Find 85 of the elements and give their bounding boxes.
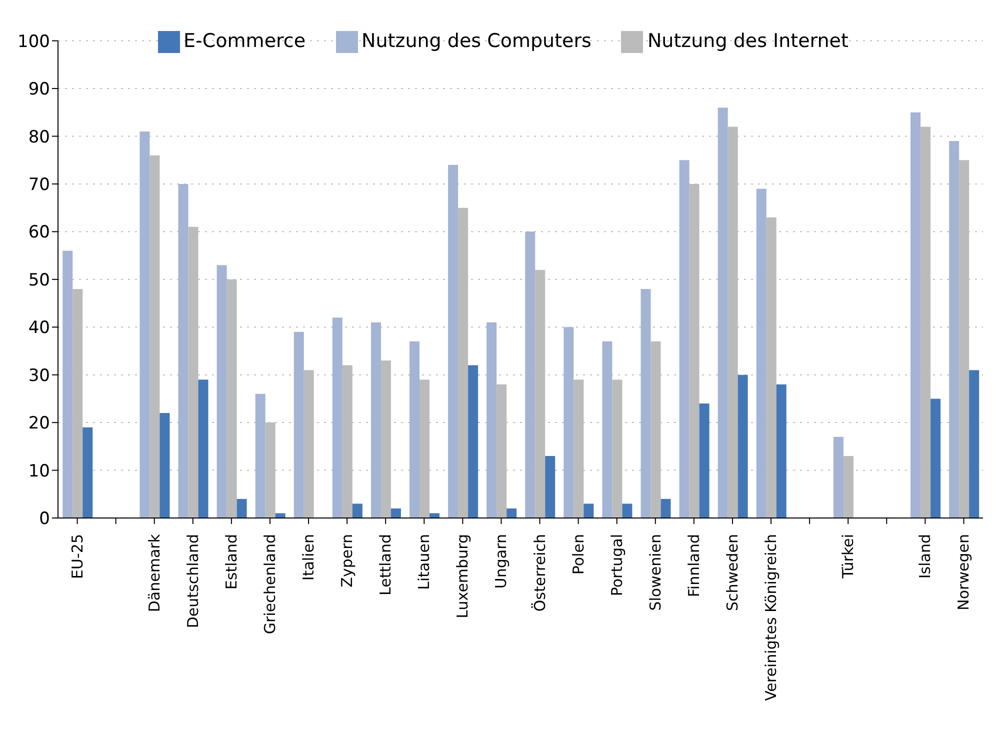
x-tick-label: EU-25 bbox=[68, 534, 86, 579]
bar bbox=[718, 108, 728, 518]
bar bbox=[390, 508, 401, 518]
bar bbox=[660, 498, 671, 518]
bar bbox=[738, 374, 748, 518]
bar bbox=[699, 403, 710, 518]
bar bbox=[275, 513, 286, 518]
bar bbox=[62, 250, 73, 518]
x-tick-label: Estland bbox=[222, 534, 240, 590]
bar bbox=[410, 341, 420, 518]
legend-label: E-Commerce bbox=[184, 30, 306, 52]
x-tick-label: Island bbox=[916, 534, 934, 579]
y-tick-label: 80 bbox=[28, 127, 50, 148]
y-tick-label: 0 bbox=[39, 509, 50, 530]
x-tick-label: Litauen bbox=[415, 534, 434, 590]
x-tick-label: Ungarn bbox=[492, 534, 510, 589]
x-tick-label: Slowenien bbox=[646, 534, 664, 611]
bar bbox=[216, 265, 227, 518]
x-tick-label: Luxemburg bbox=[454, 534, 472, 618]
legend-label: Nutzung des Internet bbox=[647, 30, 848, 52]
x-tick-label: Dänemark bbox=[145, 534, 164, 612]
bar bbox=[910, 112, 921, 518]
x-tick-label: Zypern bbox=[338, 534, 356, 588]
y-tick-label: 30 bbox=[28, 366, 50, 386]
bar bbox=[198, 380, 208, 518]
bar bbox=[535, 270, 546, 518]
bar bbox=[82, 427, 93, 518]
y-tick-label: 100 bbox=[18, 32, 50, 52]
bar bbox=[843, 456, 854, 518]
x-tick-label: Vereinigtes Königreich bbox=[762, 534, 780, 701]
bar bbox=[160, 413, 170, 518]
bar bbox=[294, 332, 304, 518]
x-tick-label: Norwegen bbox=[954, 534, 973, 610]
bar bbox=[612, 380, 622, 518]
x-tick-label: Polen bbox=[569, 534, 588, 575]
y-tick-label: 10 bbox=[28, 461, 50, 482]
bar bbox=[602, 341, 612, 518]
x-tick-label: Portugal bbox=[608, 534, 626, 596]
bar bbox=[486, 322, 497, 518]
y-tick-label: 40 bbox=[28, 318, 50, 338]
bar bbox=[584, 504, 594, 518]
legend-label: Nutzung des Computers bbox=[362, 30, 592, 52]
bar bbox=[949, 141, 960, 518]
y-tick-label: 70 bbox=[28, 174, 50, 195]
bar bbox=[969, 370, 980, 518]
bar bbox=[833, 436, 844, 518]
bar bbox=[622, 504, 632, 518]
bar bbox=[255, 394, 266, 518]
x-tick-label: Finnland bbox=[684, 534, 703, 598]
bar bbox=[545, 456, 556, 518]
bar bbox=[640, 288, 651, 518]
bar bbox=[150, 155, 160, 518]
bar bbox=[448, 164, 458, 518]
x-tick-label: Österreich bbox=[530, 534, 549, 612]
bar bbox=[178, 184, 188, 518]
bar bbox=[370, 322, 381, 518]
y-tick-label: 20 bbox=[28, 414, 50, 434]
x-tick-label: Griechenland bbox=[260, 534, 279, 634]
x-tick-label: Italien bbox=[300, 534, 318, 581]
y-tick-label: 50 bbox=[28, 270, 50, 290]
bar bbox=[332, 318, 342, 518]
bar bbox=[380, 360, 391, 518]
y-tick-label: 60 bbox=[28, 222, 50, 243]
bar bbox=[766, 217, 776, 518]
bar bbox=[236, 498, 247, 518]
x-tick-label: Deutschland bbox=[184, 534, 202, 628]
bar bbox=[140, 131, 150, 518]
x-tick-label: Schweden bbox=[723, 534, 742, 612]
bar bbox=[756, 188, 766, 518]
bar bbox=[506, 508, 517, 518]
bar bbox=[352, 504, 362, 518]
x-tick-label: Türkei bbox=[839, 534, 858, 580]
y-tick-label: 90 bbox=[28, 80, 50, 100]
bar bbox=[525, 232, 536, 518]
bar bbox=[304, 370, 314, 518]
bar bbox=[72, 288, 83, 518]
bar bbox=[468, 365, 478, 518]
x-tick-label: Lettland bbox=[376, 534, 395, 596]
bar bbox=[920, 126, 931, 518]
bar bbox=[930, 398, 941, 518]
bar bbox=[776, 384, 786, 518]
bar bbox=[430, 513, 440, 518]
bar bbox=[458, 208, 468, 518]
bar bbox=[679, 160, 690, 518]
bar bbox=[564, 327, 574, 518]
